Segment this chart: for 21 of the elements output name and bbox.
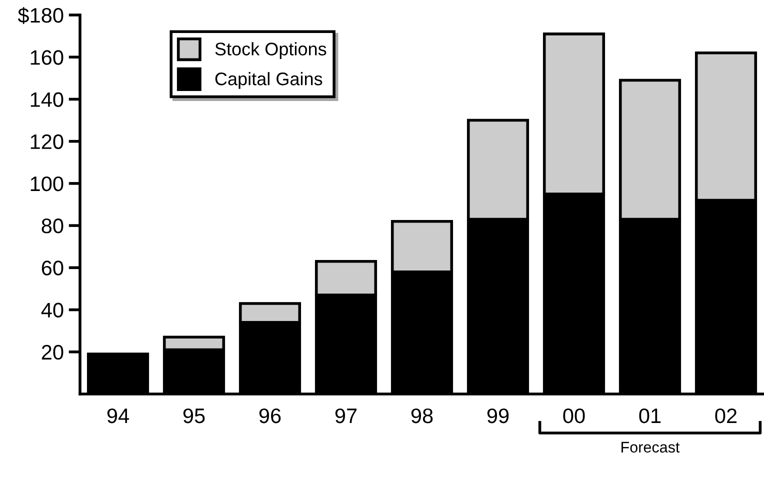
y-tick-label: 60: [42, 260, 64, 276]
y-tick-label: 160: [30, 50, 64, 65]
y-tick-label: 140: [30, 92, 64, 107]
x-tick-label: 94: [107, 408, 129, 424]
x-tick-label: 01: [639, 408, 661, 424]
x-tick-label: 98: [411, 408, 433, 424]
y-tick-label: 40: [41, 302, 64, 318]
y-tick-label: $180: [18, 7, 64, 24]
x-tick-label: 00: [563, 408, 585, 424]
text: Forecast: [622, 442, 680, 453]
x-tick-label: 97: [335, 408, 357, 424]
legend-label: Stock Options: [215, 42, 326, 60]
x-tick-label: 99: [487, 408, 509, 424]
x-tick-label: 96: [259, 408, 281, 424]
y-tick-label: 100: [30, 176, 64, 192]
y-tick-label: 20: [42, 344, 64, 360]
x-tick-label: 02: [715, 408, 737, 424]
legend-label: Capital Gains: [215, 72, 322, 89]
y-tick-label: 80: [42, 218, 64, 234]
x-tick-label: 95: [183, 408, 205, 424]
y-tick-label: 120: [30, 134, 64, 150]
